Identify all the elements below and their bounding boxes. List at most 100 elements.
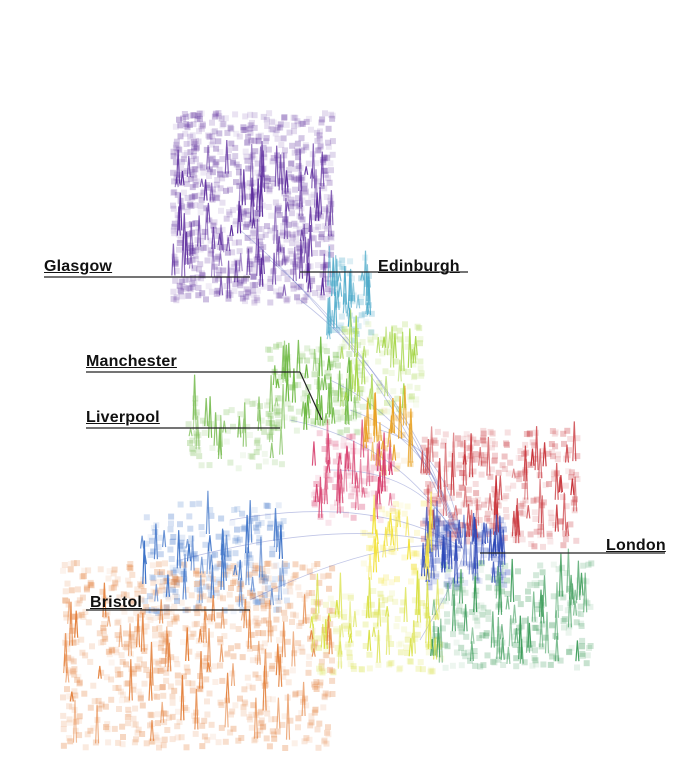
region-cell (292, 203, 299, 210)
region-cell (408, 396, 415, 403)
region-cell (250, 227, 257, 234)
region-cell (298, 120, 305, 127)
region-cell (248, 261, 255, 268)
region-spike (185, 627, 190, 662)
region-cell (353, 397, 360, 404)
region-cell (344, 644, 351, 651)
region-cell (230, 423, 236, 430)
region-cell (166, 570, 173, 577)
region-cell (305, 660, 312, 667)
region-cell (170, 148, 177, 155)
region-cell (404, 336, 411, 343)
region-cell (256, 226, 262, 233)
region-cell (341, 609, 348, 616)
region-cell (406, 658, 413, 665)
region-cell (262, 231, 269, 238)
region-cell (414, 529, 420, 536)
region-spike (542, 442, 547, 467)
region-cell (232, 537, 239, 544)
region-cell (302, 227, 309, 234)
region-spike (249, 177, 255, 223)
region-cell (108, 585, 115, 592)
region-cell (489, 444, 495, 451)
region-cell (81, 690, 88, 697)
region-cell (261, 150, 268, 157)
region-cell (198, 125, 205, 132)
region-cell (293, 647, 299, 653)
region-cell (229, 159, 236, 166)
region-cell (292, 571, 299, 578)
region-cell (210, 186, 217, 193)
region-cell (287, 717, 294, 724)
region-cell (183, 180, 190, 187)
region-cell (230, 264, 237, 270)
region-spike (69, 691, 74, 702)
region-cell (200, 189, 207, 196)
region-cell (184, 204, 191, 210)
region-spike (281, 345, 286, 380)
region-cell (574, 435, 581, 442)
region-cell (125, 720, 131, 727)
region-cell (160, 684, 166, 690)
region-cell (173, 581, 180, 588)
region-cell (381, 386, 388, 393)
region-spike (181, 233, 186, 277)
region-cell (335, 260, 342, 267)
region-cell (118, 697, 125, 704)
region-cell (240, 710, 247, 717)
region-cell (105, 739, 112, 746)
region-cell (537, 532, 544, 539)
region-spike (368, 388, 373, 400)
region-cell (252, 562, 259, 569)
region-cell (224, 249, 231, 256)
region-cell (244, 398, 251, 405)
region-cell (458, 662, 465, 669)
region-cell (268, 176, 275, 182)
region-spike (491, 561, 496, 583)
region-cell (258, 717, 265, 724)
region-cell (173, 576, 180, 583)
region-cell (186, 113, 193, 119)
region-spike (499, 624, 504, 640)
region-cell (312, 612, 319, 619)
region-spike (437, 457, 442, 498)
region-cell (527, 531, 534, 538)
region-cell (197, 209, 204, 216)
region-cell (564, 427, 571, 434)
region-cell (206, 462, 213, 469)
region-cell (465, 649, 471, 656)
region-cell (173, 579, 180, 586)
region-cell (457, 624, 464, 631)
region-cell (315, 262, 321, 269)
region-cell (284, 400, 291, 407)
region-spike (511, 510, 516, 537)
region-spike (285, 693, 291, 740)
region-cell (531, 624, 538, 631)
region-cell (189, 280, 196, 287)
region-spike (436, 518, 441, 550)
region-spike (405, 516, 410, 536)
region-cell (287, 248, 294, 255)
region-spike (534, 426, 539, 471)
region-cell (213, 159, 220, 166)
region-cell (274, 135, 281, 142)
region-cell (202, 583, 209, 590)
region-cell (434, 557, 441, 564)
region-cell (256, 710, 263, 717)
region-spike (429, 426, 434, 462)
region-cell (175, 231, 182, 238)
region-cell (480, 604, 487, 611)
region-cell (262, 458, 269, 465)
region-cell (260, 723, 267, 730)
region-cell (216, 227, 223, 234)
region-cell (325, 175, 332, 182)
region-cell (394, 452, 401, 459)
region-cell (82, 652, 89, 659)
region-spike (165, 574, 170, 597)
region-cell (263, 502, 270, 509)
region-cell (334, 611, 341, 618)
region-cell (384, 399, 390, 406)
region-spike (425, 606, 430, 644)
region-cell (187, 440, 193, 446)
region-cell (407, 658, 414, 665)
